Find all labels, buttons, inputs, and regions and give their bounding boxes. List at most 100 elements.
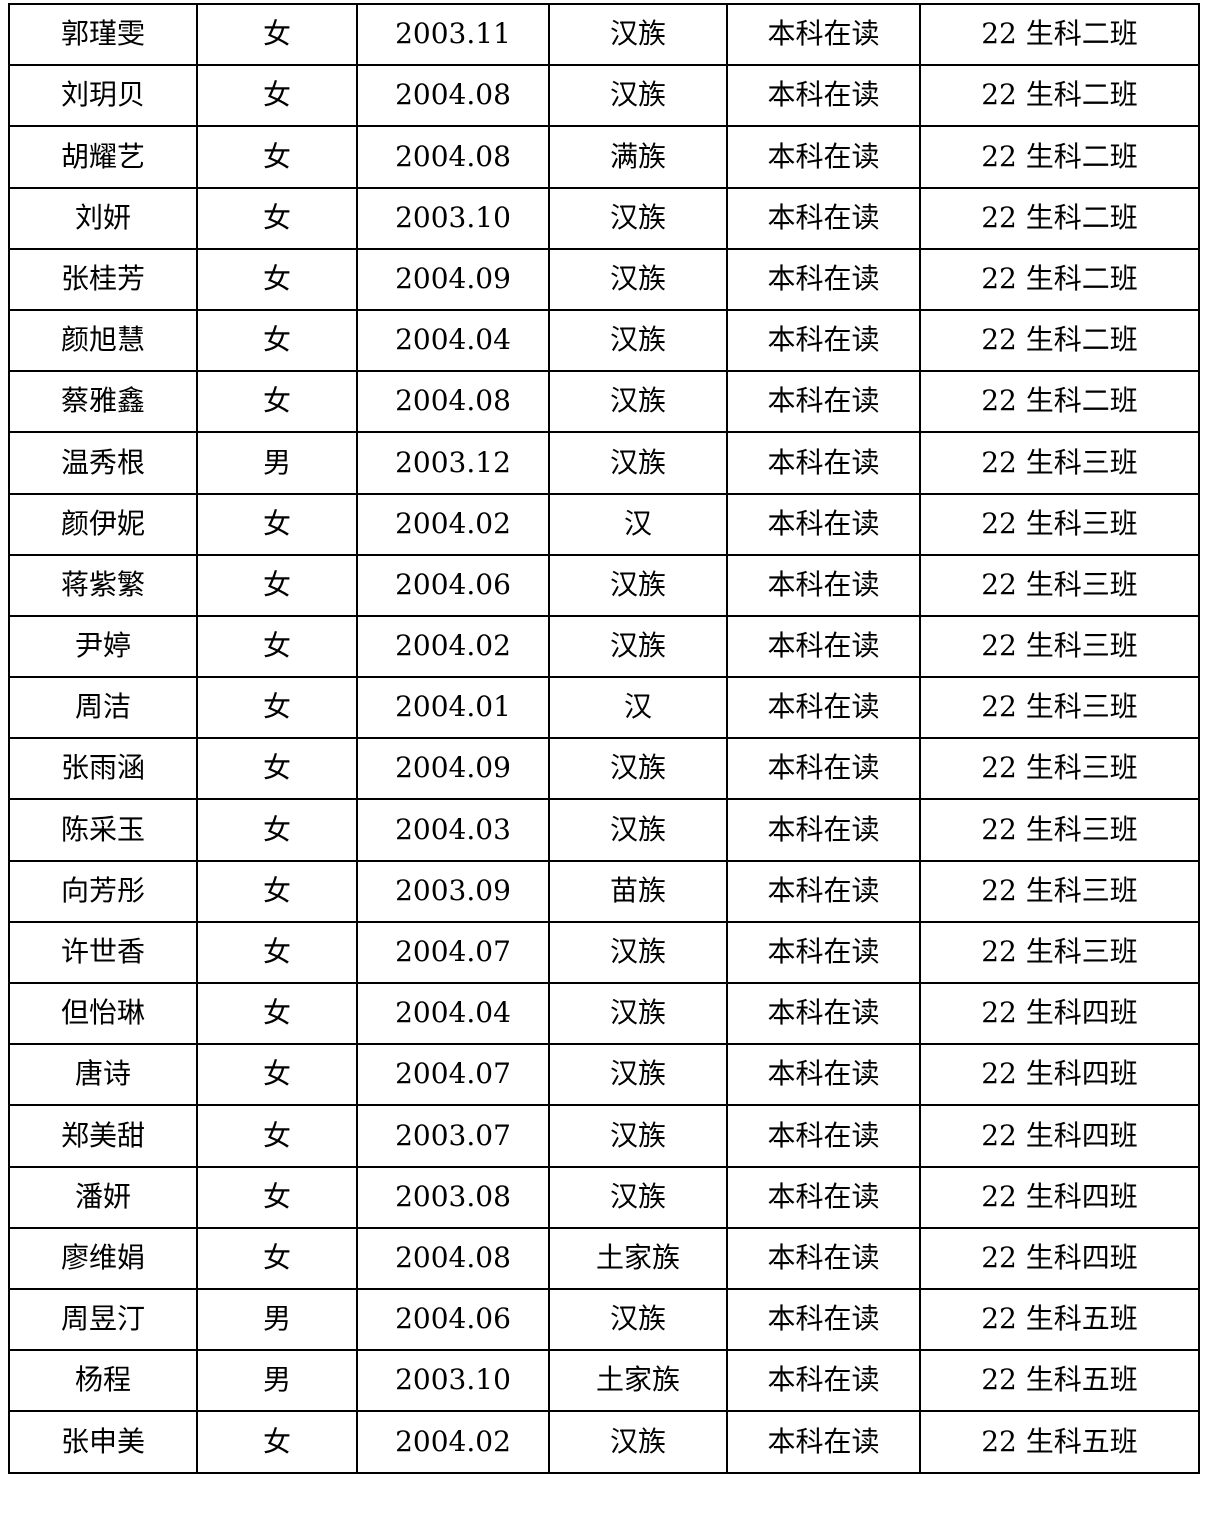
cell-gender: 男 — [196, 431, 358, 495]
cell-status: 本科在读 — [726, 920, 921, 985]
cell-student-name: 向芳彤 — [8, 859, 198, 923]
cell-class: 22 生科二班 — [919, 186, 1200, 250]
cell-birth-date: 2004.06 — [356, 1287, 550, 1352]
cell-class: 22 生科四班 — [919, 1104, 1200, 1168]
cell-student-name: 杨程 — [8, 1349, 198, 1413]
cell-class: 22 生科二班 — [919, 2, 1200, 67]
table-row: 廖维娟 女 2004.08 土家族 本科在读 22 生科四班 — [8, 1226, 1200, 1290]
cell-gender: 女 — [196, 370, 358, 434]
table-row: 张桂芳 女 2004.09 汉族 本科在读 22 生科二班 — [8, 247, 1200, 311]
cell-gender: 女 — [196, 186, 358, 250]
cell-class: 22 生科三班 — [919, 431, 1200, 495]
cell-class: 22 生科三班 — [919, 492, 1200, 556]
cell-ethnicity: 汉族 — [548, 64, 728, 128]
cell-ethnicity: 汉族 — [548, 614, 728, 679]
cell-status: 本科在读 — [726, 1410, 921, 1474]
cell-ethnicity: 满族 — [548, 125, 728, 189]
cell-status: 本科在读 — [726, 64, 921, 128]
cell-class: 22 生科三班 — [919, 798, 1200, 862]
cell-status: 本科在读 — [726, 431, 921, 495]
cell-class: 22 生科三班 — [919, 859, 1200, 923]
cell-status: 本科在读 — [726, 676, 921, 740]
cell-student-name: 蒋紫繁 — [8, 553, 198, 617]
cell-status: 本科在读 — [726, 798, 921, 862]
table-row: 陈采玉 女 2004.03 汉族 本科在读 22 生科三班 — [8, 798, 1200, 862]
cell-gender: 女 — [196, 125, 358, 189]
cell-ethnicity: 汉族 — [548, 1410, 728, 1474]
cell-gender: 男 — [196, 1349, 358, 1413]
table-row: 郭瑾雯 女 2003.11 汉族 本科在读 22 生科二班 — [8, 2, 1200, 67]
table-row: 颜旭慧 女 2004.04 汉族 本科在读 22 生科二班 — [8, 308, 1200, 373]
table-row: 向芳彤 女 2003.09 苗族 本科在读 22 生科三班 — [8, 859, 1200, 923]
cell-status: 本科在读 — [726, 553, 921, 617]
cell-student-name: 周昱汀 — [8, 1287, 198, 1352]
cell-gender: 女 — [196, 798, 358, 862]
cell-birth-date: 2003.12 — [356, 431, 550, 495]
cell-class: 22 生科二班 — [919, 370, 1200, 434]
cell-ethnicity: 汉族 — [548, 798, 728, 862]
cell-gender: 女 — [196, 1226, 358, 1290]
cell-status: 本科在读 — [726, 186, 921, 250]
cell-status: 本科在读 — [726, 125, 921, 189]
cell-student-name: 温秀根 — [8, 431, 198, 495]
cell-ethnicity: 汉族 — [548, 981, 728, 1046]
cell-student-name: 胡耀艺 — [8, 125, 198, 189]
cell-birth-date: 2004.06 — [356, 553, 550, 617]
cell-student-name: 潘妍 — [8, 1165, 198, 1229]
cell-ethnicity: 汉族 — [548, 186, 728, 250]
cell-ethnicity: 汉族 — [548, 370, 728, 434]
cell-birth-date: 2003.10 — [356, 186, 550, 250]
cell-class: 22 生科四班 — [919, 981, 1200, 1046]
cell-birth-date: 2003.11 — [356, 2, 550, 67]
cell-ethnicity: 汉族 — [548, 247, 728, 311]
cell-gender: 女 — [196, 981, 358, 1046]
cell-status: 本科在读 — [726, 614, 921, 679]
cell-status: 本科在读 — [726, 1287, 921, 1352]
cell-gender: 女 — [196, 920, 358, 985]
table-row: 刘妍 女 2003.10 汉族 本科在读 22 生科二班 — [8, 186, 1200, 250]
table-row: 周洁 女 2004.01 汉 本科在读 22 生科三班 — [8, 676, 1200, 740]
cell-birth-date: 2004.08 — [356, 370, 550, 434]
table-row: 潘妍 女 2003.08 汉族 本科在读 22 生科四班 — [8, 1165, 1200, 1229]
cell-gender: 女 — [196, 1165, 358, 1229]
cell-status: 本科在读 — [726, 1165, 921, 1229]
cell-class: 22 生科五班 — [919, 1349, 1200, 1413]
cell-ethnicity: 苗族 — [548, 859, 728, 923]
cell-status: 本科在读 — [726, 247, 921, 311]
cell-status: 本科在读 — [726, 981, 921, 1046]
cell-student-name: 颜伊妮 — [8, 492, 198, 556]
table-row: 蔡雅鑫 女 2004.08 汉族 本科在读 22 生科二班 — [8, 370, 1200, 434]
cell-student-name: 廖维娟 — [8, 1226, 198, 1290]
cell-gender: 女 — [196, 737, 358, 801]
table-row: 许世香 女 2004.07 汉族 本科在读 22 生科三班 — [8, 920, 1200, 985]
cell-student-name: 唐诗 — [8, 1043, 198, 1107]
cell-birth-date: 2004.07 — [356, 920, 550, 985]
cell-student-name: 颜旭慧 — [8, 308, 198, 373]
cell-birth-date: 2004.07 — [356, 1043, 550, 1107]
table-row: 郑美甜 女 2003.07 汉族 本科在读 22 生科四班 — [8, 1104, 1200, 1168]
cell-student-name: 陈采玉 — [8, 798, 198, 862]
cell-birth-date: 2004.04 — [356, 981, 550, 1046]
table-row: 颜伊妮 女 2004.02 汉 本科在读 22 生科三班 — [8, 492, 1200, 556]
cell-class: 22 生科三班 — [919, 614, 1200, 679]
cell-status: 本科在读 — [726, 859, 921, 923]
cell-birth-date: 2004.02 — [356, 492, 550, 556]
cell-birth-date: 2004.03 — [356, 798, 550, 862]
cell-student-name: 张桂芳 — [8, 247, 198, 311]
cell-birth-date: 2004.08 — [356, 1226, 550, 1290]
table-row: 但怡琳 女 2004.04 汉族 本科在读 22 生科四班 — [8, 981, 1200, 1046]
cell-student-name: 郭瑾雯 — [8, 2, 198, 67]
cell-student-name: 蔡雅鑫 — [8, 370, 198, 434]
cell-birth-date: 2004.04 — [356, 308, 550, 373]
cell-gender: 女 — [196, 1104, 358, 1168]
student-roster-body: 郭瑾雯 女 2003.11 汉族 本科在读 22 生科二班 刘玥贝 女 2004… — [8, 2, 1200, 1474]
cell-ethnicity: 土家族 — [548, 1349, 728, 1413]
cell-student-name: 郑美甜 — [8, 1104, 198, 1168]
cell-birth-date: 2004.08 — [356, 125, 550, 189]
table-row: 尹婷 女 2004.02 汉族 本科在读 22 生科三班 — [8, 614, 1200, 679]
cell-status: 本科在读 — [726, 1226, 921, 1290]
cell-gender: 男 — [196, 1287, 358, 1352]
cell-ethnicity: 汉族 — [548, 553, 728, 617]
cell-birth-date: 2003.09 — [356, 859, 550, 923]
